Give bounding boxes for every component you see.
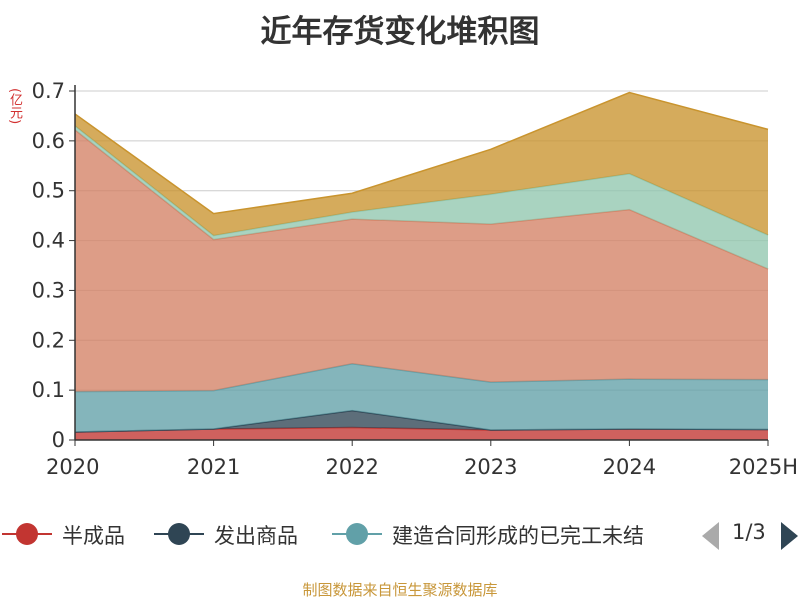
- legend-item-semi-finished[interactable]: 半成品: [0, 514, 140, 554]
- legend: 半成品 发出商品 建造合同形成的已完工未结: [0, 514, 800, 554]
- x-tick-label: 2021: [187, 455, 240, 479]
- legend-dot-icon: [168, 523, 190, 545]
- area-series-unnamed: [75, 129, 768, 392]
- chart-title: 近年存货变化堆积图: [260, 14, 540, 50]
- area-series-发出商品: [75, 410, 768, 433]
- y-axis-unit-label: (亿元): [7, 88, 22, 125]
- y-tick-label: 0: [52, 428, 65, 452]
- y-tick-label: 0.4: [32, 229, 65, 253]
- area-series-edge: [74, 91, 769, 215]
- y-tick-label: 0.7: [32, 79, 65, 103]
- x-tick-label: 2025H: [729, 455, 798, 479]
- x-tick-label: 2023: [464, 455, 517, 479]
- area-series-半成品: [75, 427, 768, 440]
- legend-label: 半成品: [62, 524, 125, 548]
- y-tick-label: 0.5: [32, 179, 65, 203]
- y-tick-label: 0.6: [32, 129, 65, 153]
- legend-dot-icon: [16, 523, 38, 545]
- area-series-unnamed: [75, 92, 768, 236]
- legend-page-indicator: 1/3: [732, 520, 766, 544]
- area-series-unnamed: [75, 125, 768, 269]
- legend-dot-icon: [346, 523, 368, 545]
- legend-pager: 1/3: [700, 514, 800, 554]
- area-series: [74, 91, 769, 440]
- next-page-icon[interactable]: [781, 522, 798, 550]
- x-tick-label: 2020: [46, 455, 99, 479]
- legend-label: 发出商品: [214, 524, 298, 548]
- y-tick-label: 0.1: [32, 378, 65, 402]
- legend-item-goods-shipped[interactable]: 发出商品: [152, 514, 322, 554]
- area-series-建造合同形成的已完工未结: [75, 363, 768, 433]
- y-tick-label: 0.2: [32, 328, 65, 352]
- legend-item-construction-contract[interactable]: 建造合同形成的已完工未结: [330, 514, 682, 554]
- data-source-note: 制图数据来自恒生聚源数据库: [302, 581, 498, 599]
- y-tick-label: 0.3: [32, 278, 65, 302]
- axes: 0 0.1 0.2 0.3 0.4 0.5 0.6 0.7 2020 2021 2022 2023 20…: [32, 79, 798, 479]
- x-tick-label: 2022: [325, 455, 378, 479]
- x-tick-label: 2024: [603, 455, 656, 479]
- legend-label: 建造合同形成的已完工未结: [392, 524, 644, 548]
- prev-page-icon[interactable]: [702, 522, 719, 550]
